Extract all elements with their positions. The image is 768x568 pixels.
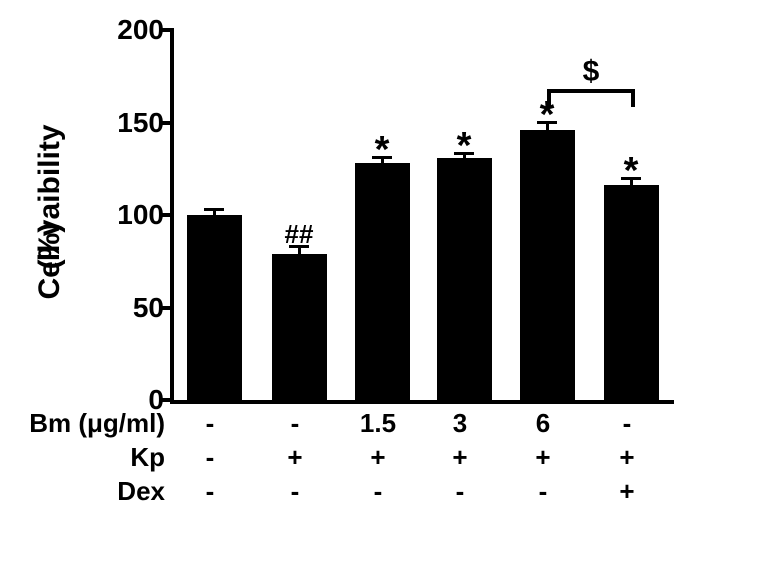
row-label-name: Dex — [0, 476, 165, 507]
bar — [187, 215, 242, 400]
row-label-cell: + — [452, 442, 467, 473]
bracket-symbol: $ — [583, 55, 600, 89]
bracket-drop — [631, 89, 635, 107]
row-label-name: Bm (μg/ml) — [0, 408, 165, 439]
y-tick-label: 100 — [84, 199, 164, 231]
row-label-name: Kp — [0, 442, 165, 473]
plot-area: 050100150200##****$ — [170, 30, 674, 404]
bar — [520, 130, 575, 400]
bracket-drop — [547, 89, 551, 107]
significance-marker: * — [375, 129, 390, 172]
row-label-cell: - — [291, 476, 300, 507]
row-label-cell: - — [206, 442, 215, 473]
row-label-cell: + — [287, 442, 302, 473]
significance-marker: * — [624, 150, 639, 193]
bracket — [547, 89, 635, 93]
bar-chart: Cell vaibility (%) 050100150200##****$ B… — [60, 30, 700, 530]
y-tick-label: 150 — [84, 107, 164, 139]
bar — [272, 254, 327, 400]
row-label-cell: + — [370, 442, 385, 473]
bar — [355, 163, 410, 400]
y-axis-label: Cell vaibility (%) — [30, 30, 70, 400]
row-label-cell: + — [619, 476, 634, 507]
y-tick-label: 200 — [84, 14, 164, 46]
row-label-cell: + — [535, 442, 550, 473]
significance-marker: * — [457, 125, 472, 168]
row-label-cell: 1.5 — [360, 408, 396, 439]
y-axis-label-line2: (%) — [33, 66, 67, 426]
significance-marker: ## — [285, 219, 314, 250]
error-cap — [204, 208, 224, 211]
row-label-cell: - — [539, 476, 548, 507]
row-label-cell: - — [206, 408, 215, 439]
row-label-cell: - — [456, 476, 465, 507]
row-label-cell: - — [206, 476, 215, 507]
row-label-cell: - — [291, 408, 300, 439]
row-label-cell: 6 — [536, 408, 550, 439]
row-label-cell: - — [623, 408, 632, 439]
row-label-cell: 3 — [453, 408, 467, 439]
row-label-cell: + — [619, 442, 634, 473]
bar — [437, 158, 492, 400]
y-tick-label: 50 — [84, 292, 164, 324]
row-label-cell: - — [374, 476, 383, 507]
bar — [604, 185, 659, 400]
